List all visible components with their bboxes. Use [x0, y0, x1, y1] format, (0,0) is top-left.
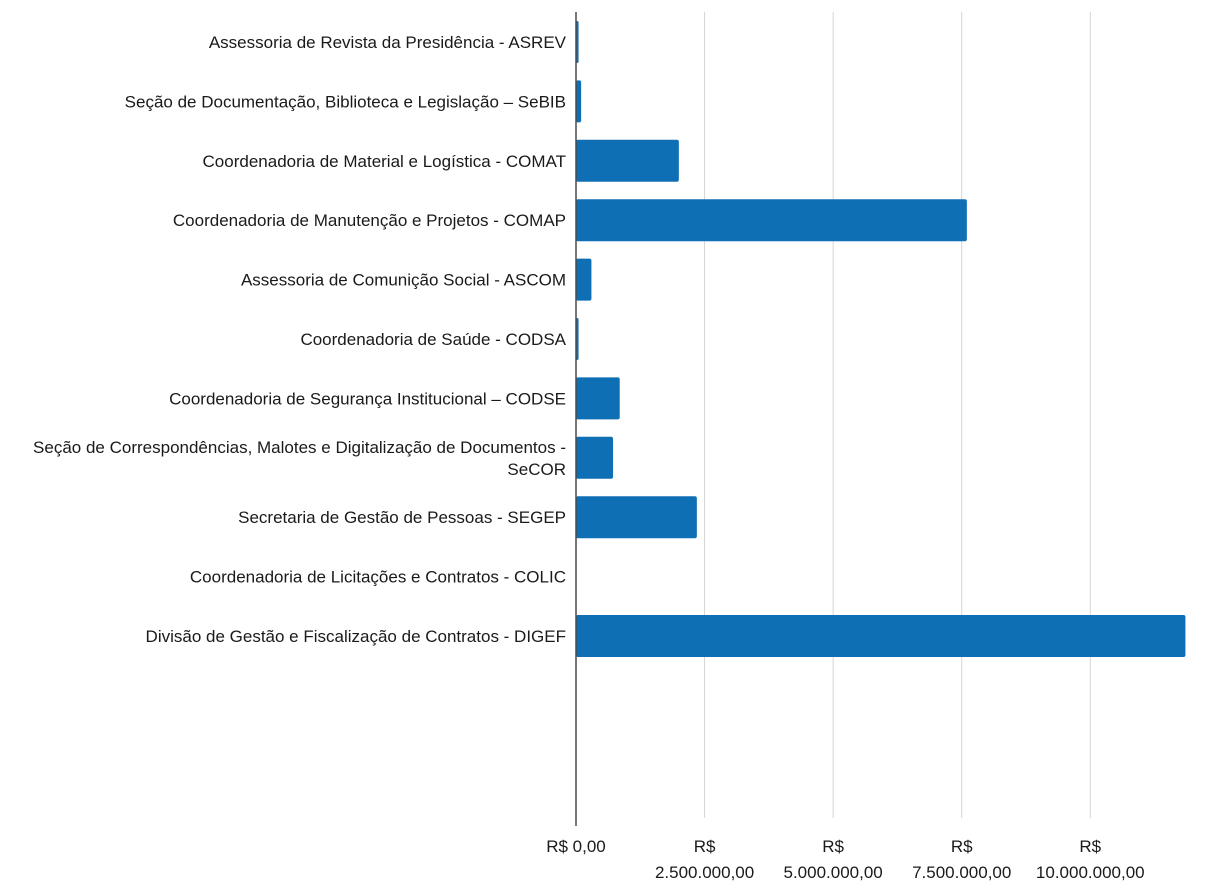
- category-label-6: Coordenadoria de Segurança Institucional…: [169, 389, 566, 408]
- gridlines: [704, 12, 1091, 818]
- category-label-7: Seção de Correspondências, Malotes e Dig…: [33, 438, 566, 479]
- category-label-2: Coordenadoria de Material e Logística - …: [203, 152, 566, 171]
- bar-2: [576, 139, 679, 182]
- x-tick-label-1: R$ 2.500.000,00: [655, 837, 754, 882]
- bar-10: [576, 615, 1186, 657]
- category-label-4: Assessoria de Comunição Social - ASCOM: [241, 271, 566, 290]
- bar-8: [576, 496, 697, 539]
- category-label-10: Divisão de Gestão e Fiscalização de Cont…: [146, 627, 566, 646]
- x-tick-label-3: R$ 7.500.000,00: [912, 837, 1011, 882]
- bar-3: [576, 199, 967, 242]
- bars: [576, 21, 1186, 657]
- bar-4: [576, 258, 592, 301]
- category-label-0: Assessoria de Revista da Presidência - A…: [209, 33, 567, 52]
- bar-1: [576, 80, 582, 123]
- category-label-1: Seção de Documentação, Biblioteca e Legi…: [125, 92, 566, 111]
- x-tick-label-2: R$ 5.000.000,00: [784, 837, 883, 882]
- x-tick-label-0: R$ 0,00: [546, 837, 606, 856]
- category-label-5: Coordenadoria de Saúde - CODSA: [300, 330, 566, 349]
- x-tick-label-4: R$ 10.000.000,00: [1036, 837, 1145, 882]
- category-label-8: Secretaria de Gestão de Pessoas - SEGEP: [238, 508, 566, 527]
- bar-7: [576, 436, 614, 479]
- category-label-9: Coordenadoria de Licitações e Contratos …: [190, 568, 566, 587]
- category-labels: Assessoria de Revista da Presidência - A…: [33, 33, 567, 646]
- x-tick-labels: R$ 0,00 R$ 2.500.000,00 R$ 5.000.000,00 R$ 7.5…: [546, 837, 1144, 882]
- bar-6: [576, 377, 620, 420]
- category-label-3: Coordenadoria de Manutenção e Projetos -…: [173, 211, 566, 230]
